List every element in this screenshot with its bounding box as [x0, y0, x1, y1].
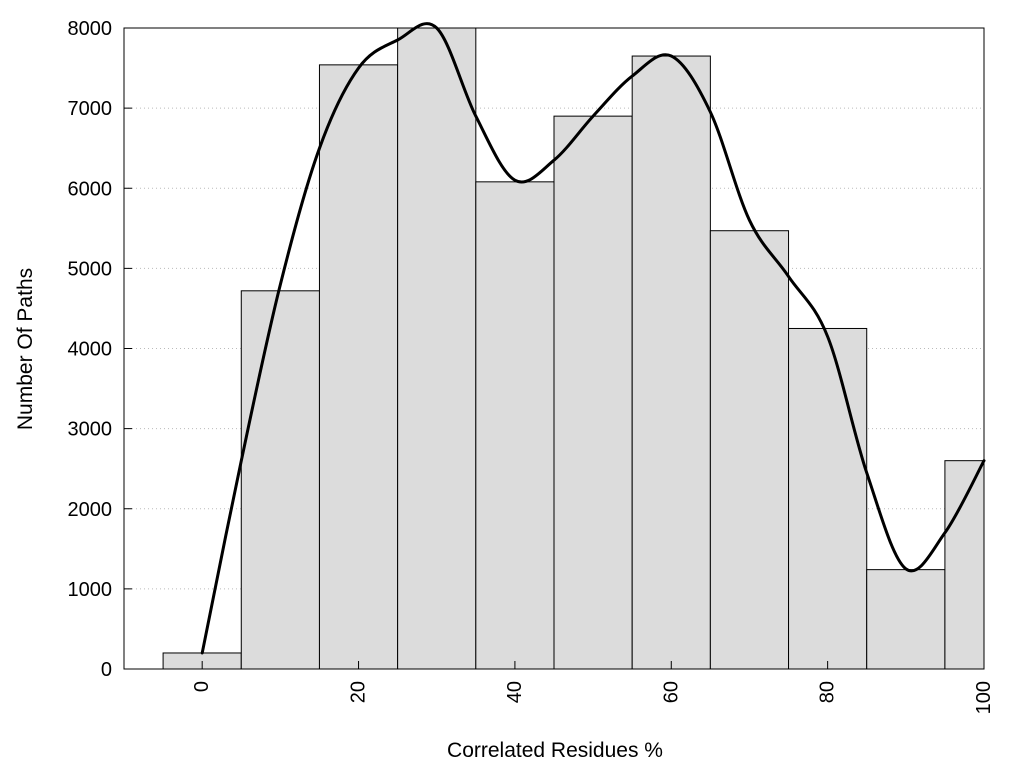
x-tick-label: 60: [660, 681, 682, 703]
x-tick-label: 20: [348, 681, 370, 703]
x-tick-label: 0: [191, 681, 213, 692]
x-tick-label: 100: [973, 681, 995, 714]
y-tick-label: 7000: [68, 98, 113, 120]
y-tick-label: 4000: [68, 339, 113, 361]
y-axis-label: Number Of Paths: [14, 268, 37, 430]
histogram-bar: [709, 230, 790, 670]
x-tick-label: 80: [817, 681, 839, 703]
y-tick-label: 1000: [68, 579, 113, 601]
y-tick-label: 0: [101, 659, 112, 681]
x-tick-label: 40: [504, 681, 526, 703]
histogram-bar: [397, 27, 477, 670]
histogram-bar: [788, 327, 868, 670]
y-tick-label: 8000: [68, 18, 113, 40]
density-curve: [200, 22, 986, 655]
x-axis-ticks: 0 20 40 60 80 100: [191, 661, 995, 714]
y-tick-label: 6000: [68, 178, 113, 200]
histogram-bar: [240, 290, 320, 670]
y-axis-ticks: 0 1000 2000 3000 4000 5000 6000 7000 8000: [68, 18, 132, 681]
y-tick-label: 2000: [68, 499, 113, 521]
histogram-bar: [553, 115, 633, 670]
histogram-bar: [318, 64, 399, 670]
histogram-bar: [944, 460, 985, 670]
histogram-bars: [162, 27, 985, 670]
histogram-bar: [631, 55, 711, 670]
x-axis-label: Correlated Residues %: [447, 739, 663, 762]
density-curve-layer: [200, 22, 986, 655]
histogram-bar: [866, 569, 946, 670]
y-tick-label: 5000: [68, 258, 113, 280]
y-tick-label: 3000: [68, 419, 113, 441]
histogram-bar: [475, 181, 555, 670]
